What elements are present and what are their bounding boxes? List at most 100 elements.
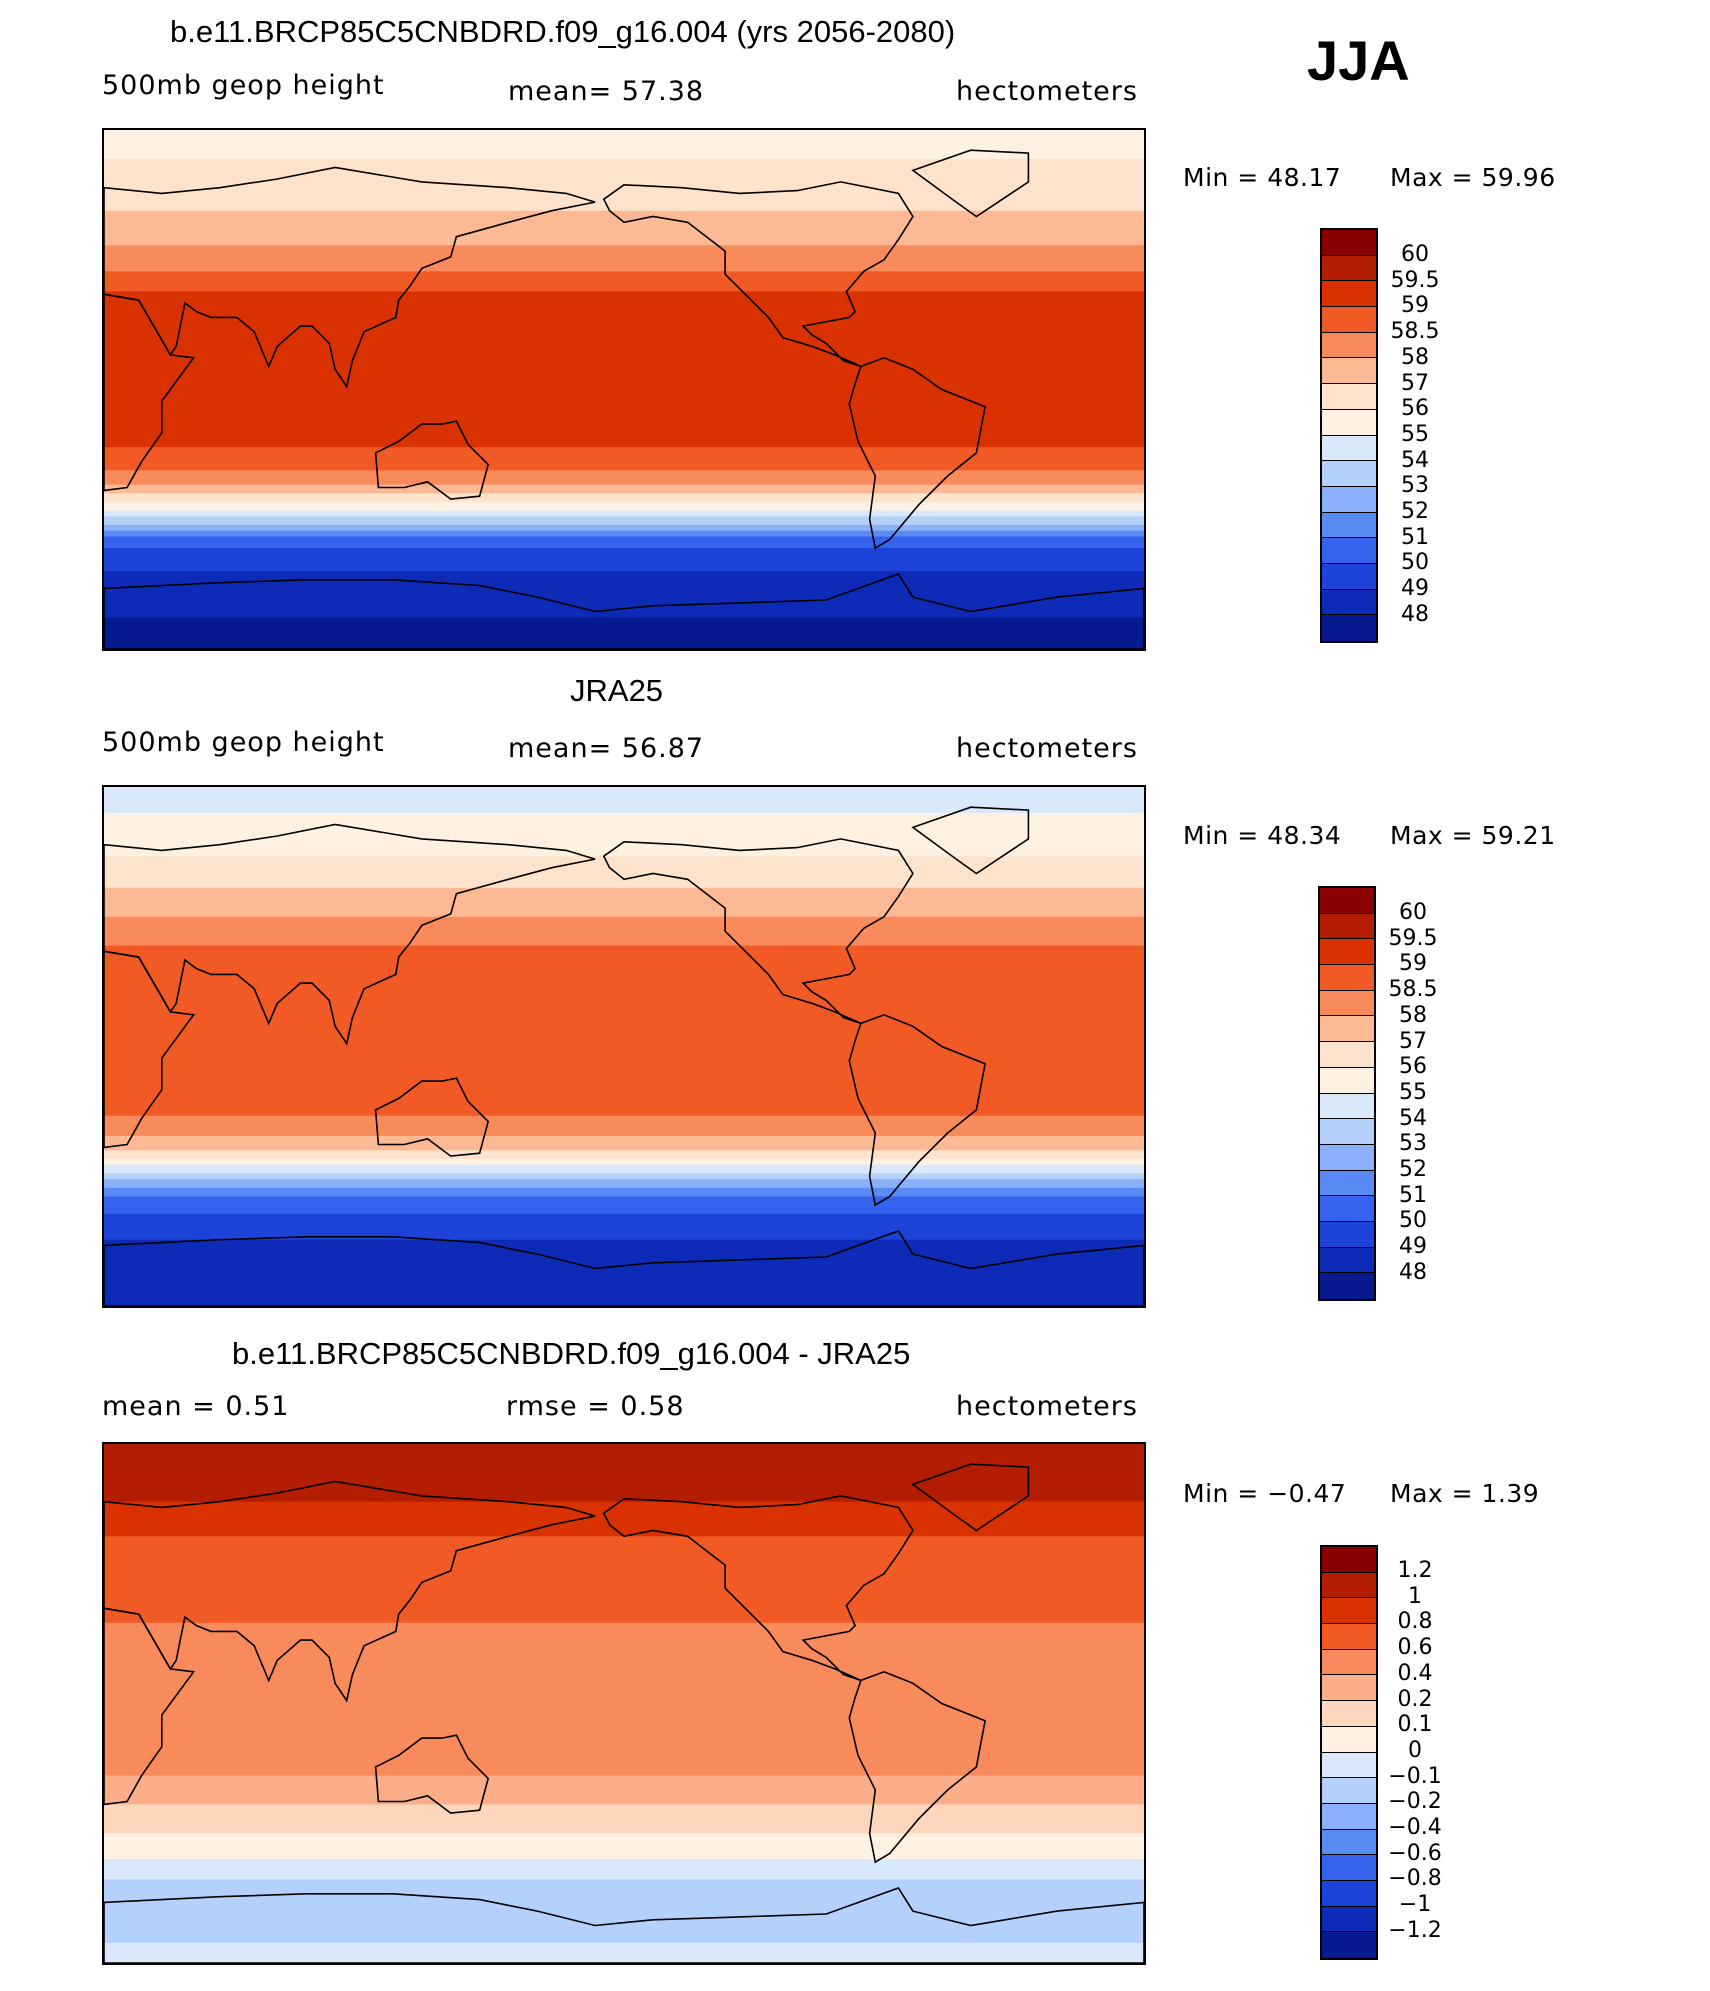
contour-band [104,1153,1144,1157]
colorbar-swatch [1320,1093,1374,1120]
contour-band [104,401,1144,405]
contour-band [104,1945,1144,1950]
contour-band [104,1196,1144,1200]
contour-band [104,438,1144,442]
panel1-units-label: hectometers [956,76,1138,107]
contour-band [104,190,1144,195]
colorbar-swatch [1322,384,1376,410]
coastline [104,1230,1144,1306]
contour-band [104,787,1144,791]
contour-band [104,827,1144,831]
contour-band [104,1222,1144,1226]
contour-band [104,910,1144,915]
contour-band [104,1075,1144,1079]
contour-band [104,1703,1144,1707]
contour-band [104,1026,1144,1030]
contour-band [104,836,1144,840]
contour-band [104,271,1144,275]
contour-band [104,1009,1144,1013]
contour-band [104,467,1144,471]
contour-band [104,1821,1144,1826]
coastline [911,149,1030,218]
contour-band [104,1715,1144,1719]
contour-band [104,481,1144,486]
contour-band [104,444,1144,448]
colorbar-swatch [1322,332,1376,359]
contour-band [104,1683,1144,1687]
contour-band [104,1599,1144,1604]
contour-band [104,409,1144,414]
contour-band [104,994,1144,999]
coastline [104,1887,1144,1963]
contour-band [104,1657,1144,1661]
contour-band [104,789,1144,794]
contour-band [104,1124,1144,1128]
contour-band [104,856,1144,860]
contour-band [104,585,1144,590]
contour-band [104,1922,1144,1927]
contour-band [104,1847,1144,1852]
colorbar-swatch [1320,1144,1374,1171]
contour-band [104,1882,1144,1886]
contour-band [104,1173,1144,1177]
contour-band [104,977,1144,981]
contour-band [104,441,1144,445]
colorbar-tick-label: 0.8 [1397,1609,1433,1635]
contour-band [104,925,1144,929]
contour-band [104,170,1144,174]
contour-band [104,608,1144,613]
contour-band [104,277,1144,281]
contour-band [104,1236,1144,1241]
panel3-mean-label: mean = 0.51 [102,1391,290,1422]
colorbar-swatch [1320,1196,1374,1222]
contour-band [104,450,1144,454]
contour-band [104,1645,1144,1650]
panel1-colorbar [1320,228,1378,643]
contour-band [104,1740,1144,1745]
contour-band [104,1530,1144,1534]
coastline [911,1463,1030,1532]
coastline [374,420,490,500]
contour-band [104,1813,1144,1817]
contour-band [104,599,1144,604]
contour-band [104,1210,1144,1215]
contour-band [104,810,1144,814]
contour-band [104,473,1144,477]
panel3-max: Max = 1.39 [1390,1479,1540,1508]
contour-band [104,1242,1144,1247]
contour-band [104,579,1144,584]
contour-band [104,1207,1144,1212]
colorbar-tick-label: −0.1 [1388,1763,1442,1789]
contour-band [104,1939,1144,1944]
contour-band [104,1118,1144,1123]
contour-band [104,1058,1144,1062]
contour-band [104,1666,1144,1670]
contour-band [104,1804,1144,1808]
colorbar-swatch [1322,461,1376,487]
contour-band [104,1790,1144,1794]
colorbar-swatch [1320,888,1374,914]
colorbar-tick-label: 0.4 [1397,1660,1433,1686]
contour-band [104,1622,1144,1627]
contour-band [104,1475,1144,1480]
contour-band [104,1133,1144,1137]
contour-band [104,138,1144,143]
contour-band [104,421,1144,425]
contour-band [104,490,1144,494]
contour-band [104,1199,1144,1203]
contour-band [104,1228,1144,1232]
contour-band [104,1706,1144,1710]
contour-band [104,1277,1144,1281]
contour-band [104,308,1144,313]
colorbar-swatch [1320,1247,1374,1274]
colorbar-tick-label: −0.6 [1388,1840,1442,1866]
contour-band [104,357,1144,362]
contour-band [104,1205,1144,1209]
contour-band [104,196,1144,200]
contour-band [104,1011,1144,1016]
panel1-min: Min = 48.17 [1183,163,1342,192]
contour-band [104,1611,1144,1615]
contour-band [104,1297,1144,1301]
contour-band [104,1294,1144,1298]
contour-band [104,960,1144,964]
